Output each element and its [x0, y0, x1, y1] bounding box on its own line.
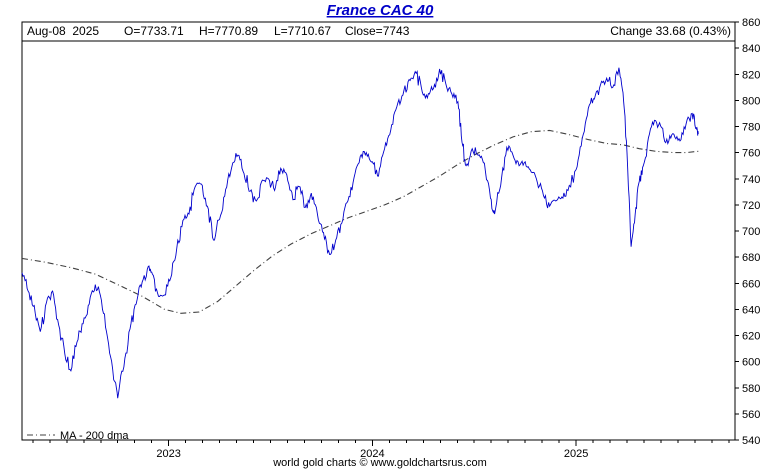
y-axis-tick-label: 7000: [742, 226, 760, 238]
y-axis-tick-label: 7200: [742, 200, 760, 212]
plot-area: 5400 5600 5800 6000 6200 6400 6600 6800 7000 7200…: [21, 17, 760, 460]
y-axis-tick-label: 6600: [742, 278, 760, 290]
y-axis-tick-label: 8400: [742, 43, 760, 55]
quote-high-label: H=7770.89: [199, 24, 258, 38]
x-axis-year-label: 2024: [360, 448, 384, 460]
y-axis-tick-label: 7600: [742, 148, 760, 160]
price-series-path: [21, 67, 699, 399]
y-axis-tick-label: 8600: [742, 17, 760, 29]
y-axis-tick-label: 7800: [742, 122, 760, 134]
y-axis-tick-label: 5600: [742, 409, 760, 421]
ma-series-path: [21, 129, 699, 314]
footer-credit: world gold charts © www.goldchartsrus.co…: [272, 457, 487, 469]
ma-legend-label: MA - 200 dma: [60, 430, 129, 442]
quote-close-label: Close=7743: [345, 24, 410, 38]
y-axis-tick-label: 8200: [742, 69, 760, 81]
y-axis-tick-label: 6200: [742, 331, 760, 343]
y-axis-tick-label: 8000: [742, 95, 760, 107]
y-axis-tick-label: 6800: [742, 252, 760, 264]
y-axis-tick-label: 5400: [742, 435, 760, 447]
x-axis-year-label: 2023: [156, 448, 180, 460]
x-axis-year-label: 2025: [564, 448, 588, 460]
quote-change-label: Change 33.68 (0.43%): [610, 24, 731, 38]
quote-open-label: O=7733.71: [124, 24, 184, 38]
y-axis-tick-label: 7400: [742, 174, 760, 186]
quote-date-label: Aug-08 2025: [27, 24, 99, 38]
y-axis-tick-label: 6400: [742, 304, 760, 316]
chart-title: France CAC 40: [327, 2, 434, 19]
plot-border: [21, 21, 736, 441]
y-axis-tick-label: 6000: [742, 357, 760, 369]
quote-low-label: L=7710.67: [274, 24, 331, 38]
y-axis-tick-label: 5800: [742, 383, 760, 395]
